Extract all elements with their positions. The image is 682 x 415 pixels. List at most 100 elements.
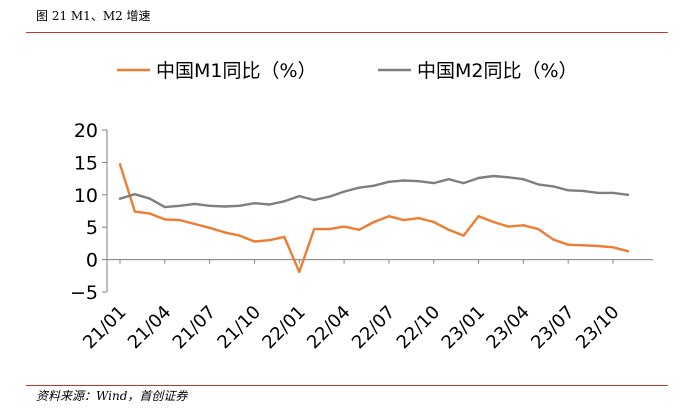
data-point: [223, 231, 226, 234]
data-point: [357, 186, 361, 189]
data-point: [477, 176, 480, 180]
data-point: [387, 214, 391, 218]
data-point: [193, 222, 196, 226]
x-tick-label: 22/07: [348, 302, 400, 354]
legend-label: 中国M2同比（%）: [417, 60, 578, 82]
data-point: [417, 216, 420, 220]
data-point: [507, 176, 510, 179]
data-point: [522, 224, 525, 227]
legend-item-m1: 中国M1同比（%）: [117, 60, 317, 82]
data-point: [611, 191, 615, 195]
series-m2: [118, 174, 630, 209]
y-axis: 20 15 10 5 0 −5: [70, 120, 108, 304]
data-point: [313, 198, 316, 202]
series-line-m1: [118, 163, 630, 274]
x-axis: 21/0121/0421/0721/1022/0122/0422/0722/10…: [79, 259, 653, 354]
y-tick-label: 10: [74, 185, 98, 207]
data-point: [507, 225, 510, 228]
data-point: [313, 227, 316, 231]
figure-title: 图 21 M1、M2 增速: [36, 9, 151, 23]
data-point: [118, 163, 122, 166]
data-point: [447, 178, 450, 181]
data-point: [432, 181, 435, 185]
data-point: [253, 202, 256, 205]
data-point: [537, 227, 540, 231]
data-point: [402, 179, 406, 182]
y-tick-label: 20: [74, 120, 98, 142]
legend-item-m2: 中国M2同比（%）: [378, 60, 578, 82]
data-point: [581, 189, 585, 193]
data-point: [298, 194, 301, 198]
y-tick-label: −5: [70, 282, 98, 304]
data-point: [148, 212, 152, 215]
data-point: [567, 189, 570, 192]
data-point: [552, 238, 555, 241]
series-m1: [118, 163, 630, 274]
data-point: [193, 202, 196, 206]
title-divider: [26, 32, 668, 33]
data-point: [611, 246, 615, 249]
x-tick-label: 22/04: [303, 302, 355, 354]
x-tick-label: 21/01: [79, 302, 131, 354]
data-point: [462, 181, 465, 185]
data-point: [342, 225, 346, 228]
source-divider: [26, 385, 668, 386]
data-point: [223, 205, 226, 208]
x-tick-label: 23/01: [438, 302, 490, 354]
x-tick-label: 22/01: [258, 302, 310, 354]
data-point: [298, 270, 301, 274]
data-point: [567, 243, 570, 246]
data-point: [581, 244, 585, 247]
data-point: [492, 174, 495, 178]
data-point: [327, 195, 331, 198]
data-point: [208, 226, 211, 230]
data-point: [552, 185, 555, 188]
data-point: [268, 203, 271, 206]
y-tick-label: 15: [74, 152, 98, 174]
data-point: [626, 249, 630, 253]
data-point: [327, 227, 331, 231]
data-point: [417, 179, 420, 183]
data-point: [118, 197, 122, 200]
x-tick-label: 21/10: [213, 302, 265, 354]
data-point: [447, 228, 450, 231]
data-point: [537, 183, 540, 186]
x-tick-label: 21/04: [124, 302, 176, 354]
data-point: [342, 190, 346, 193]
series-line-m2: [118, 174, 630, 209]
x-tick-label: 22/10: [393, 302, 445, 354]
data-point: [133, 192, 137, 196]
data-point: [492, 220, 495, 224]
data-point: [163, 205, 167, 209]
y-tick-label: 5: [86, 217, 98, 239]
data-point: [522, 178, 525, 181]
source-note: 资料来源：Wind，首创证券: [36, 389, 188, 403]
y-tick-label: 0: [86, 250, 98, 272]
x-tick-label: 23/04: [482, 302, 534, 354]
data-point: [253, 240, 256, 243]
data-point: [178, 218, 181, 222]
data-point: [238, 204, 241, 208]
data-point: [596, 191, 600, 195]
data-point: [357, 228, 361, 231]
chart-legend: 中国M1同比（%） 中国M2同比（%）: [117, 60, 578, 82]
data-point: [268, 238, 271, 242]
x-tick-label: 23/07: [527, 302, 579, 354]
data-point: [387, 180, 391, 184]
data-point: [596, 244, 600, 248]
data-point: [148, 197, 152, 200]
x-tick-label: 21/07: [169, 302, 221, 354]
legend-label: 中国M1同比（%）: [156, 60, 317, 82]
data-point: [178, 204, 181, 208]
data-point: [208, 204, 211, 208]
data-point: [626, 193, 630, 196]
data-point: [432, 220, 435, 224]
data-point: [163, 218, 167, 221]
data-point: [283, 200, 286, 203]
data-point: [372, 184, 376, 187]
x-tick-label: 23/10: [572, 302, 624, 354]
data-point: [372, 220, 376, 224]
data-point: [462, 234, 465, 237]
data-point: [283, 235, 286, 239]
